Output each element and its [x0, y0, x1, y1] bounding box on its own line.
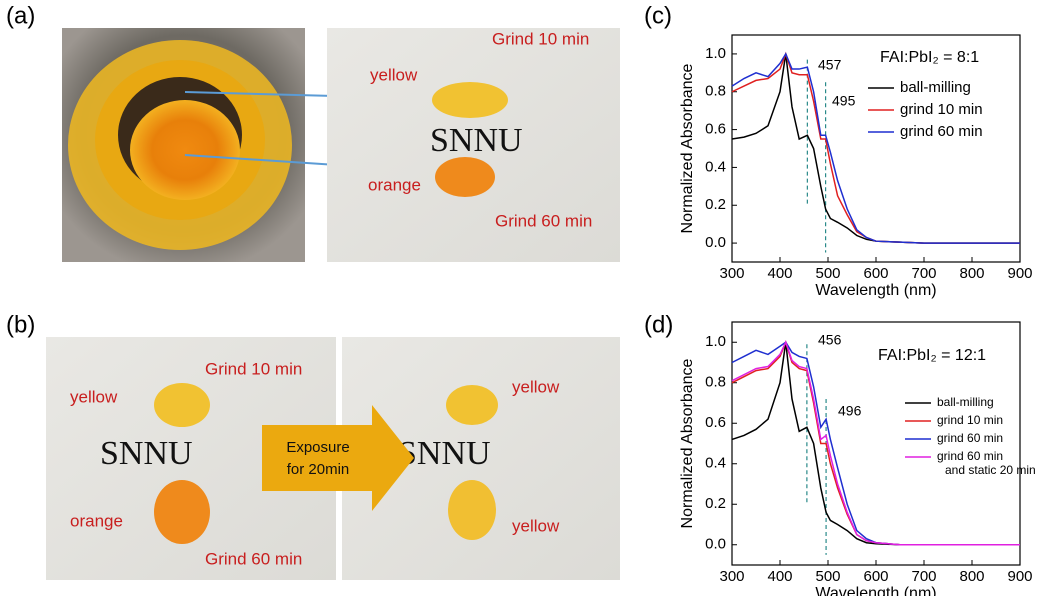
legend-label-line: and static 20 min — [945, 463, 1036, 477]
x-tick-label: 700 — [911, 265, 936, 282]
panel-label: (a) — [6, 2, 35, 29]
x-tick-label: 300 — [719, 265, 744, 282]
panel-label: (d) — [644, 311, 673, 338]
x-tick-label: 500 — [815, 568, 840, 585]
arrow: Exposure for 20min — [262, 405, 414, 511]
panel-label: (c) — [644, 2, 672, 29]
photo-samples: yellow Grind 10 min SNNU orange Grind 60… — [46, 337, 336, 580]
y-tick-label: 0.2 — [705, 495, 726, 512]
x-tick-label: 900 — [1007, 265, 1032, 282]
panel-label: (b) — [6, 311, 35, 338]
label-time: Grind 60 min — [495, 211, 592, 230]
x-tick-label: 400 — [767, 568, 792, 585]
legend-label: ball-milling — [900, 79, 971, 96]
marker-label: 457 — [818, 57, 842, 73]
legend-label: grind 10 min — [937, 413, 1003, 427]
x-axis-label: Wavelength (nm) — [815, 585, 936, 596]
marker-label: 495 — [832, 93, 856, 109]
photo-samples: yellow Grind 10 min SNNU orange Grind 60… — [327, 28, 620, 262]
x-tick-label: 900 — [1007, 568, 1032, 585]
label-sample: yellow — [512, 377, 560, 396]
y-tick-label: 0.6 — [705, 414, 726, 431]
x-tick-label: 600 — [863, 265, 888, 282]
photo-mortar — [62, 28, 416, 262]
x-tick-label: 800 — [959, 568, 984, 585]
x-tick-label: 300 — [719, 568, 744, 585]
series-line — [731, 340, 1020, 546]
y-tick-label: 0.4 — [705, 158, 726, 175]
y-axis-label: Normalized Absorbance — [679, 63, 696, 233]
arrow-label: Exposure — [286, 439, 349, 456]
legend-label: grind 60 min — [900, 123, 983, 140]
y-axis-label: Normalized Absorbance — [679, 358, 696, 528]
marker-label: 496 — [838, 403, 862, 419]
y-tick-label: 1.0 — [705, 45, 726, 62]
label-sample: orange — [368, 175, 421, 194]
label-mark: SNNU — [398, 435, 491, 472]
y-tick-label: 1.0 — [705, 333, 726, 350]
x-tick-label: 800 — [959, 265, 984, 282]
x-tick-label: 700 — [911, 568, 936, 585]
series-line — [731, 51, 1020, 244]
y-tick-label: 0.6 — [705, 121, 726, 138]
arrow-label: for 20min — [287, 461, 350, 478]
legend-label: grind 60 min — [937, 431, 1003, 445]
legend-label: grind 10 min — [900, 101, 983, 118]
y-tick-label: 0.4 — [705, 455, 726, 472]
label-time: Grind 60 min — [205, 549, 302, 568]
marker-label: 456 — [818, 332, 842, 348]
legend-label: ball-milling — [937, 395, 994, 409]
x-tick-label: 600 — [863, 568, 888, 585]
y-tick-label: 0.8 — [705, 83, 726, 100]
label-sample: yellow — [70, 387, 118, 406]
label-mark: SNNU — [430, 122, 523, 159]
y-tick-label: 0.8 — [705, 374, 726, 391]
y-tick-label: 0.0 — [705, 234, 726, 251]
x-tick-label: 400 — [767, 265, 792, 282]
legend-label: grind 60 min and static 20 min — [937, 449, 1036, 477]
annotation: FAI:PbI₂ = 12:1 — [878, 347, 986, 364]
label-sample: yellow — [512, 516, 560, 535]
series-line — [731, 53, 1020, 244]
x-axis-label: Wavelength (nm) — [815, 282, 936, 299]
annotation: FAI:PbI₂ = 8:1 — [880, 49, 979, 66]
y-tick-label: 0.0 — [705, 536, 726, 553]
label-sample: yellow — [370, 65, 418, 84]
label-sample: orange — [70, 511, 123, 530]
x-tick-label: 500 — [815, 265, 840, 282]
label-time: Grind 10 min — [492, 29, 589, 48]
label-mark: SNNU — [100, 435, 193, 472]
legend-label-line: grind 60 min — [937, 449, 1003, 463]
label-time: Grind 10 min — [205, 359, 302, 378]
series-line — [731, 52, 1020, 244]
y-tick-label: 0.2 — [705, 196, 726, 213]
